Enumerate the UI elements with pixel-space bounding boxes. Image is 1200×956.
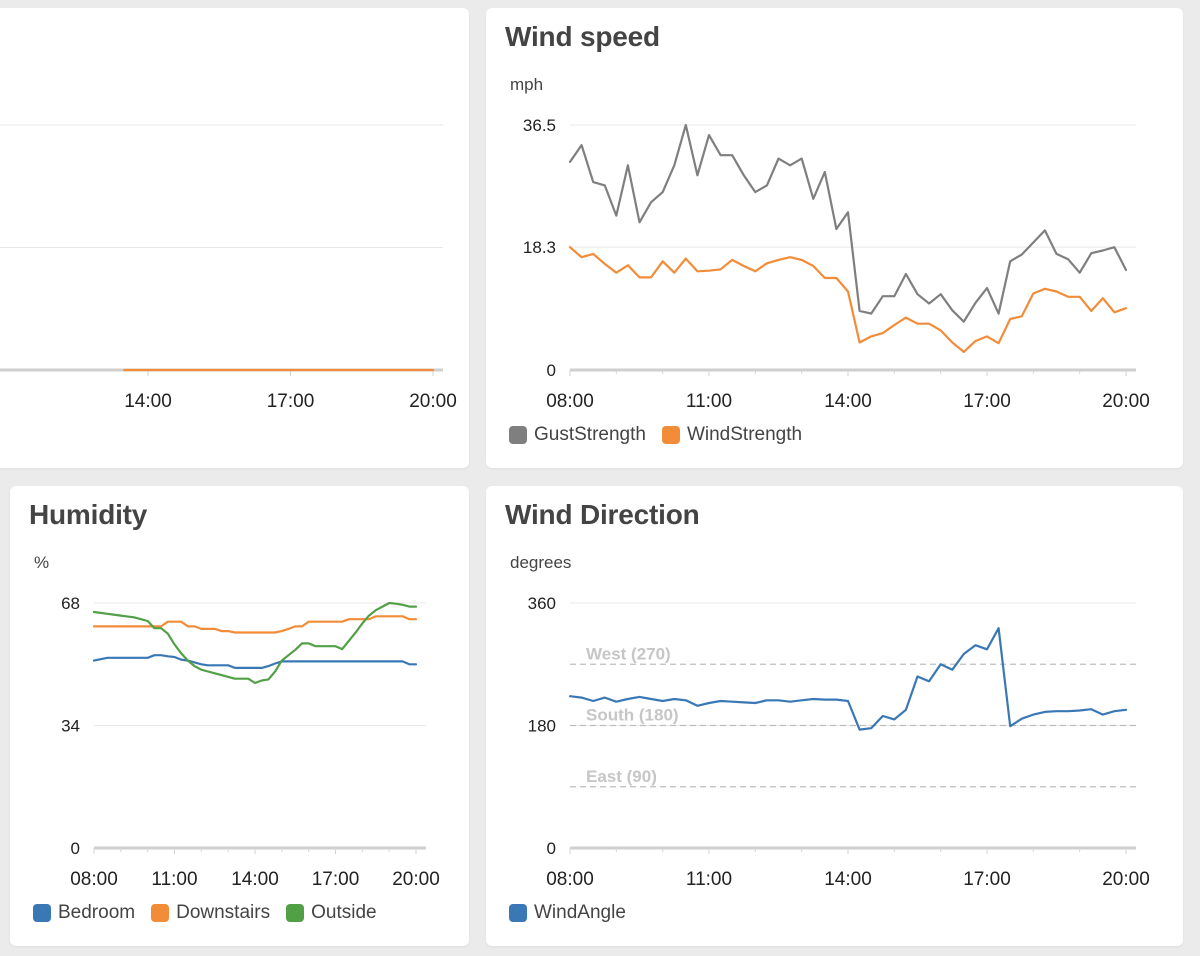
legend-swatch-bedroom: [33, 904, 51, 922]
legend-label-bedroom: Bedroom: [58, 902, 136, 923]
humidity-x-tick-label: 08:00: [70, 869, 118, 890]
direction-reference-label: South (180): [586, 706, 679, 725]
direction-x-tick-label: 11:00: [686, 869, 732, 890]
direction-y-unit-label: degrees: [510, 553, 571, 572]
wind-series-windstrength: [568, 246, 1128, 353]
legend-item-guststrength[interactable]: GustStrength: [509, 424, 646, 446]
partial-x-tick-label: 14:00: [124, 391, 172, 412]
humidity-title: Humidity: [29, 499, 148, 530]
direction-x-tick-label: 17:00: [963, 869, 1011, 890]
legend-swatch-windstrength: [661, 426, 680, 444]
direction-y-tick-label: 180: [528, 717, 556, 736]
direction-series-windangle: [568, 627, 1128, 731]
direction-x-tick-label: 08:00: [546, 869, 594, 890]
direction-x-tick-label: 20:00: [1102, 869, 1150, 890]
wind-direction-chart: degrees 0 180 360 08:00 11:00 14:00 17:00 20:00 W…: [510, 553, 1150, 890]
wind-speed-chart: mph 0 18.3 36.5 08:00 11:00 14:00 17:00 20:00: [510, 75, 1150, 412]
legend-item-outside[interactable]: Outside: [286, 902, 377, 924]
wind-y-tick-label: 36.5: [523, 116, 556, 135]
humidity-series-outside: [92, 601, 418, 685]
humidity-x-tick-label: 17:00: [312, 869, 360, 890]
wind-x-tick-label: 17:00: [963, 391, 1011, 412]
direction-x-tick-label: 14:00: [824, 869, 872, 890]
wind-direction-title: Wind Direction: [505, 499, 700, 530]
legend-item-downstairs[interactable]: Downstairs: [151, 902, 270, 924]
direction-reference-label: West (270): [586, 644, 671, 663]
legend-label-windstrength: WindStrength: [686, 424, 803, 445]
partial-x-tick-label: 17:00: [267, 391, 315, 412]
legend-swatch-outside: [286, 904, 305, 922]
wind-speed-panel: Wind speed mph 0 18.3 36.5 08:00 11:00 14:00 17…: [486, 8, 1183, 468]
wind-direction-panel: Wind Direction degrees 0 180 360 08:00 11:00 1…: [486, 486, 1183, 946]
wind-y-tick-label: 18.3: [523, 238, 556, 257]
humidity-legend: Bedroom Downstairs Outside: [33, 902, 377, 924]
humidity-x-tick-label: 11:00: [151, 869, 197, 890]
wind-series-guststrength: [568, 123, 1128, 323]
legend-swatch-windangle: [509, 904, 527, 922]
wind-direction-legend: WindAngle: [509, 902, 626, 924]
wind-y-tick-label: 0: [547, 361, 556, 380]
direction-y-tick-label: 360: [528, 594, 556, 613]
humidity-y-tick-label: 68: [61, 594, 80, 613]
wind-x-tick-label: 20:00: [1102, 391, 1150, 412]
partial-x-tick-label: 20:00: [409, 391, 457, 412]
wind-x-tick-label: 11:00: [686, 391, 732, 412]
wind-x-tick-label: 08:00: [546, 391, 594, 412]
humidity-x-tick-label: 20:00: [392, 869, 440, 890]
partial-chart-svg: 14:00 17:00 20:00: [0, 124, 457, 412]
legend-label-downstairs: Downstairs: [176, 902, 271, 923]
wind-speed-legend: GustStrength WindStrength: [509, 424, 802, 446]
legend-label-outside: Outside: [311, 902, 377, 923]
wind-speed-title: Wind speed: [505, 21, 660, 52]
wind-y-unit-label: mph: [510, 75, 543, 94]
legend-item-windstrength[interactable]: WindStrength: [661, 424, 803, 446]
humidity-series-bedroom: [92, 654, 418, 669]
direction-y-tick-label: 0: [547, 839, 556, 858]
legend-item-bedroom[interactable]: Bedroom: [33, 902, 135, 924]
humidity-x-tick-label: 14:00: [231, 869, 279, 890]
direction-reference-label: East (90): [586, 767, 657, 786]
legend-swatch-guststrength: [509, 426, 527, 444]
legend-swatch-downstairs: [151, 904, 170, 922]
humidity-y-tick-label: 0: [71, 839, 80, 858]
legend-label-windangle: WindAngle: [534, 902, 626, 923]
wind-x-tick-label: 14:00: [824, 391, 872, 412]
legend-item-windangle[interactable]: WindAngle: [509, 902, 626, 924]
humidity-panel: Humidity % 0 34 68 08:00 11:00 14:00 17:00 20:00…: [10, 486, 469, 946]
legend-label-guststrength: GustStrength: [534, 424, 646, 445]
humidity-chart: % 0 34 68 08:00 11:00 14:00 17:00 20:00: [34, 553, 440, 890]
humidity-y-unit-label: %: [34, 553, 49, 572]
humidity-y-tick-label: 34: [61, 717, 80, 736]
partial-chart-panel: 14:00 17:00 20:00: [0, 8, 469, 468]
